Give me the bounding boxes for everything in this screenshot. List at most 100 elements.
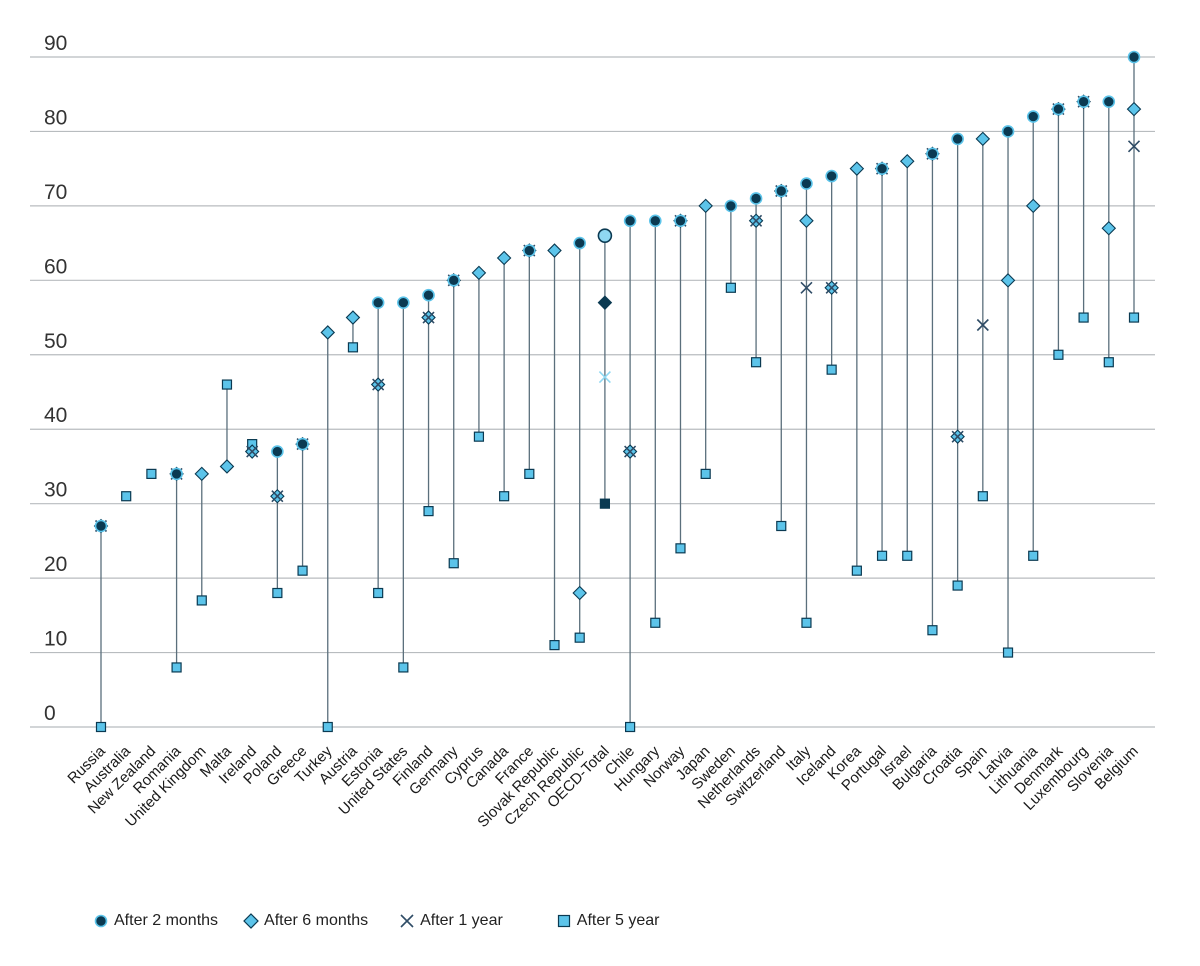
after-6-months-point-italy bbox=[799, 213, 814, 229]
after-2-months-point-oecd-total bbox=[597, 228, 613, 243]
after-5-year-point-japan bbox=[700, 468, 711, 479]
after-5-year-point-hungary bbox=[650, 617, 661, 628]
after-5-year-point-finland bbox=[423, 506, 434, 517]
after-1-year-point-iceland bbox=[825, 281, 838, 294]
after-5-year-point-portugal bbox=[876, 550, 888, 561]
after-2-months-point-estonia bbox=[371, 296, 385, 309]
y-tick-label-60: 60 bbox=[44, 255, 67, 278]
after-6-months-point-cyprus bbox=[471, 265, 487, 281]
legend-item-after-5-year: After 5 year bbox=[555, 912, 660, 930]
after-5-year-point-czech-republic bbox=[574, 632, 585, 643]
after-5-year-point-chile bbox=[624, 721, 636, 733]
after-6-months-point-united-kingdom bbox=[194, 466, 210, 482]
after-5-year-point-croatia bbox=[952, 580, 963, 591]
after-2-months-point-lithuania bbox=[1026, 110, 1040, 123]
after-6-months-point-japan bbox=[698, 198, 713, 214]
after-5-year-point-australia bbox=[121, 491, 132, 502]
after-2-months-point-poland bbox=[271, 445, 284, 458]
after-6-months-point-korea bbox=[849, 161, 865, 176]
after-2-months-point-luxembourg bbox=[1077, 95, 1090, 108]
legend-label: After 5 year bbox=[576, 912, 660, 929]
after-2-months-point-sweden bbox=[724, 199, 738, 213]
after-5-year-point-luxembourg bbox=[1078, 312, 1089, 323]
after-5-year-point-norway bbox=[675, 543, 686, 554]
after-1-year-point-oecd-total bbox=[598, 371, 611, 384]
legend-item-after-6-months: After 6 months bbox=[242, 912, 368, 930]
after-5-year-point-sweden bbox=[725, 282, 736, 293]
after-5-year-point-italy bbox=[801, 617, 812, 628]
after-5-year-point-denmark bbox=[1053, 349, 1064, 360]
after-5-year-point-turkey bbox=[322, 721, 333, 733]
after-6-months-point-spain bbox=[975, 131, 991, 147]
y-tick-label-20: 20 bbox=[44, 553, 67, 576]
legend-item-after-2-months: After 2 months bbox=[92, 912, 218, 930]
after-2-months-point-greece bbox=[296, 437, 309, 451]
after-2-months-point-norway bbox=[674, 214, 687, 228]
after-5-year-point-bulgaria bbox=[927, 625, 938, 636]
after-1-year-point-belgium bbox=[1127, 140, 1141, 153]
square-marker-icon bbox=[557, 914, 570, 928]
after-5-year-point-lithuania bbox=[1028, 550, 1039, 561]
after-5-year-point-canada bbox=[499, 491, 510, 502]
after-1-year-point-spain bbox=[976, 318, 989, 332]
after-5-year-point-united-states bbox=[398, 662, 409, 673]
after-6-months-point-austria bbox=[345, 310, 361, 325]
after-5-year-point-belgium bbox=[1128, 312, 1140, 323]
after-2-months-point-hungary bbox=[648, 214, 662, 228]
after-1-year-point-estonia bbox=[372, 378, 385, 391]
after-6-months-point-canada bbox=[496, 250, 512, 266]
legend-label: After 2 months bbox=[114, 912, 219, 929]
after-2-months-point-denmark bbox=[1052, 102, 1065, 116]
legend-label: After 1 year bbox=[420, 912, 503, 929]
after-2-months-point-croatia bbox=[951, 132, 964, 146]
after-2-months-point-belgium bbox=[1127, 50, 1141, 64]
after-5-year-point-russia bbox=[95, 721, 107, 733]
after-2-months-point-netherlands bbox=[749, 192, 763, 205]
after-6-months-point-lithuania bbox=[1025, 198, 1041, 214]
after-5-year-point-oecd-total bbox=[599, 498, 611, 509]
after-1-year-point-italy bbox=[800, 281, 813, 294]
after-5-year-point-austria bbox=[347, 342, 359, 353]
x-marker-icon bbox=[400, 914, 414, 928]
after-1-year-point-poland bbox=[271, 490, 284, 503]
after-5-year-point-estonia bbox=[373, 587, 384, 599]
after-2-months-point-switzerland bbox=[774, 184, 788, 198]
diamond-marker-icon bbox=[243, 913, 259, 929]
legend: After 2 months After 6 months After 1 ye… bbox=[92, 906, 660, 936]
after-5-year-point-new-zealand bbox=[146, 468, 157, 479]
after-1-year-point-ireland bbox=[246, 445, 259, 458]
y-tick-label-80: 80 bbox=[44, 106, 67, 129]
y-tick-label-90: 90 bbox=[44, 32, 67, 55]
after-6-months-point-turkey bbox=[320, 325, 336, 340]
after-2-months-point-czech-republic bbox=[573, 236, 587, 250]
after-2-months-point-latvia bbox=[1001, 125, 1015, 138]
after-6-months-point-slovenia bbox=[1101, 220, 1117, 236]
y-tick-label-50: 50 bbox=[44, 330, 67, 353]
after-5-year-point-switzerland bbox=[776, 520, 787, 532]
after-1-year-point-croatia bbox=[951, 430, 964, 443]
y-tick-label-0: 0 bbox=[44, 702, 56, 725]
after-2-months-point-iceland bbox=[825, 169, 838, 183]
after-2-months-point-chile bbox=[623, 214, 637, 228]
after-2-months-point-italy bbox=[800, 177, 813, 190]
after-6-months-point-czech-republic bbox=[572, 585, 587, 601]
y-tick-label-40: 40 bbox=[44, 404, 67, 427]
after-5-year-point-israel bbox=[902, 550, 913, 561]
after-1-year-point-chile bbox=[624, 445, 637, 458]
after-6-months-point-malta bbox=[219, 459, 235, 474]
after-5-year-point-latvia bbox=[1002, 647, 1014, 658]
after-1-year-point-netherlands bbox=[750, 214, 763, 227]
after-5-year-point-spain bbox=[977, 491, 988, 502]
after-2-months-point-bulgaria bbox=[926, 147, 939, 161]
after-5-year-point-slovenia bbox=[1103, 357, 1114, 368]
circle-marker-icon bbox=[94, 914, 108, 928]
after-6-months-point-belgium bbox=[1126, 101, 1142, 117]
y-tick-label-30: 30 bbox=[44, 479, 67, 502]
after-5-year-point-slovak-republic bbox=[549, 640, 560, 651]
after-2-months-point-russia bbox=[94, 519, 108, 533]
after-5-year-point-romania bbox=[171, 662, 182, 673]
after-5-year-point-cyprus bbox=[473, 431, 485, 442]
legend-item-after-1-year: After 1 year bbox=[398, 912, 503, 930]
after-5-year-point-iceland bbox=[826, 364, 837, 375]
